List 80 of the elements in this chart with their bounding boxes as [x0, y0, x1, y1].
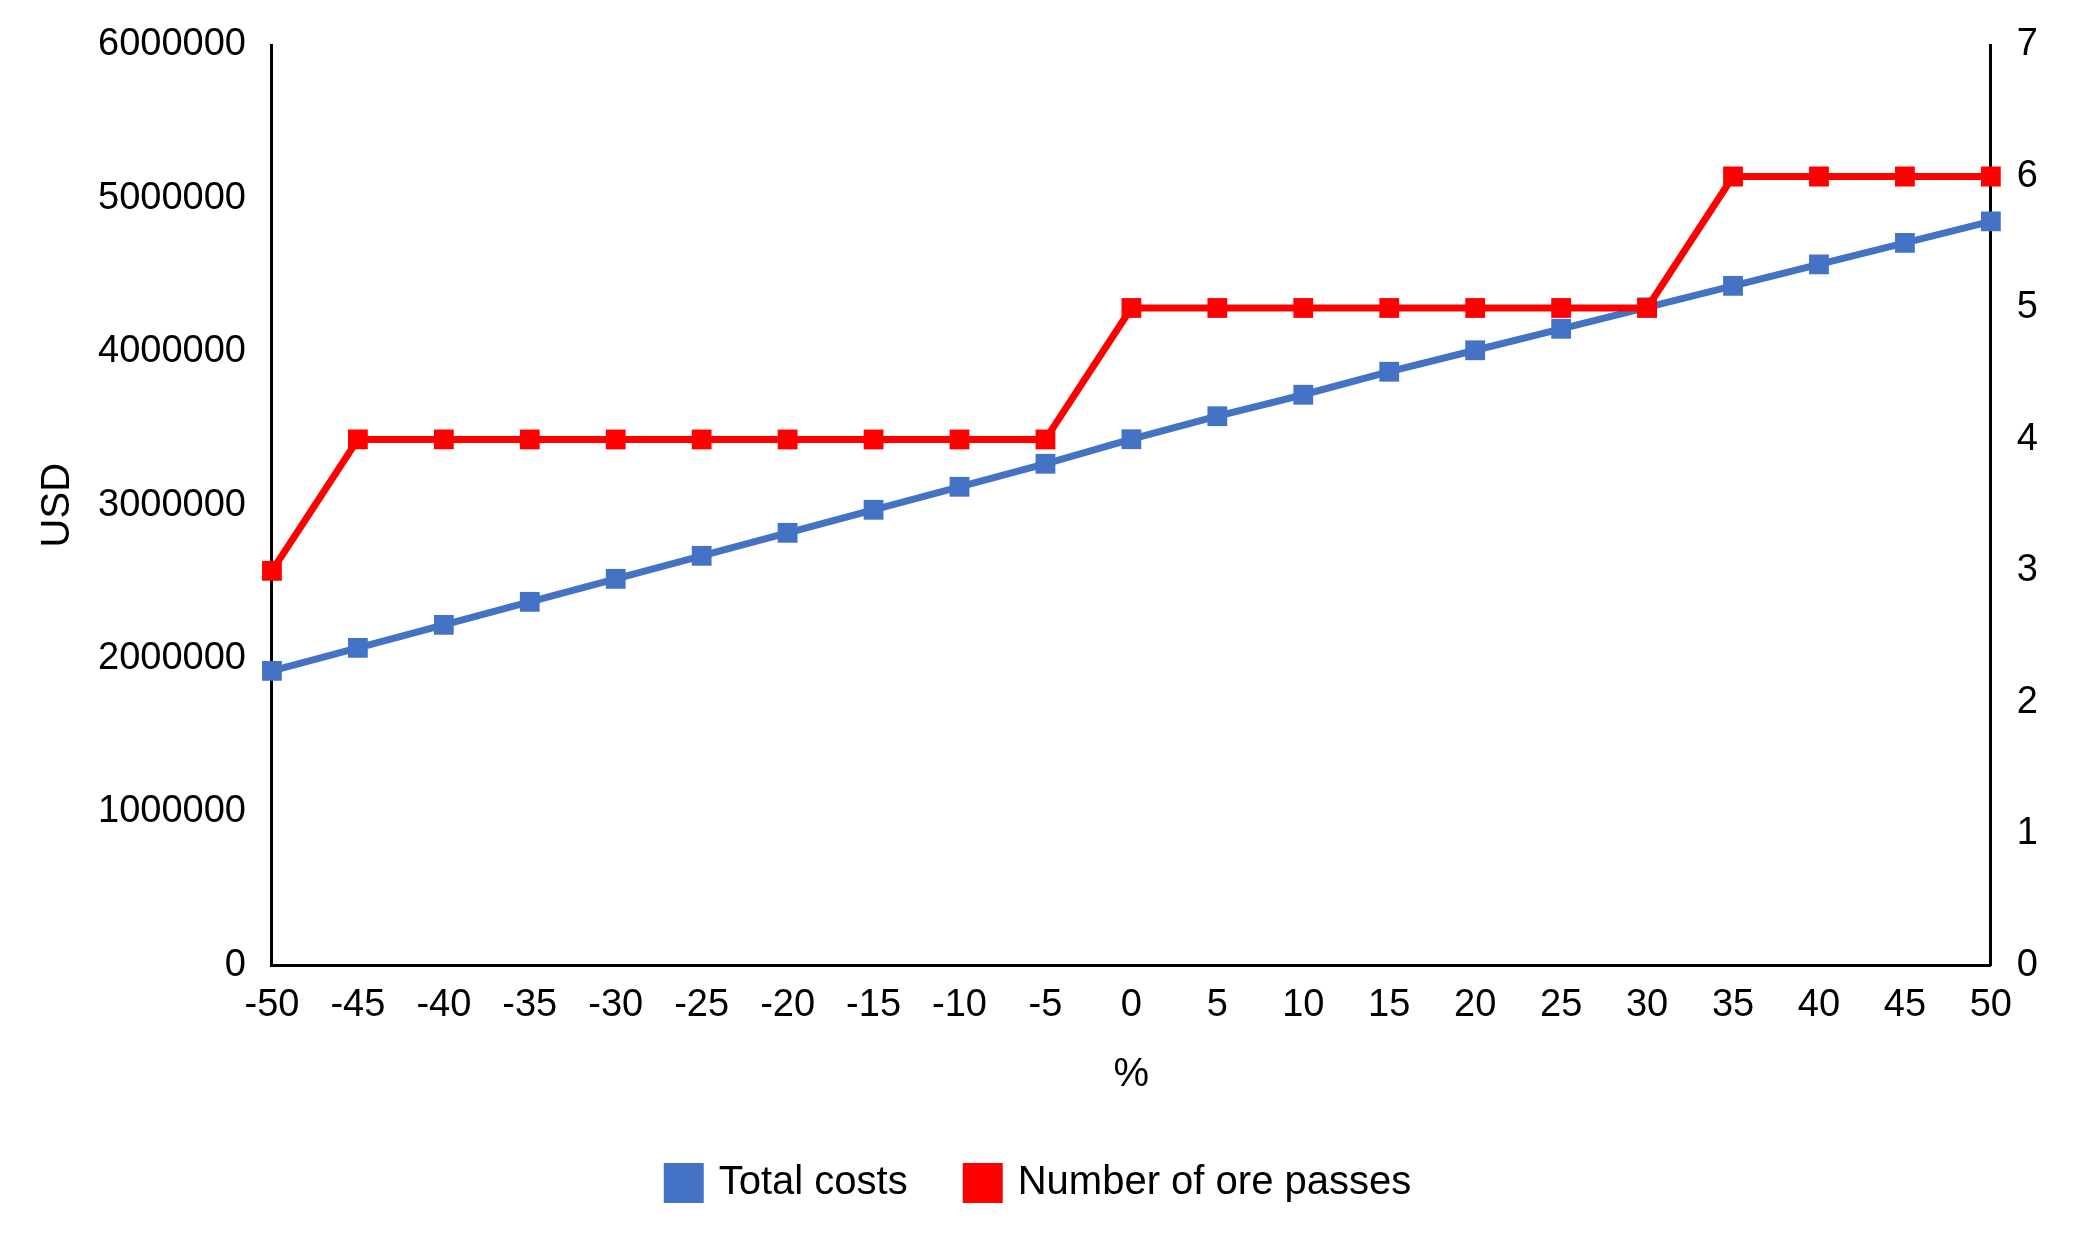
y-axis-title: USD [33, 462, 78, 548]
x-axis-title: % [1113, 1050, 1150, 1095]
y-tick-label: 5000000 [98, 174, 246, 217]
x-tick-label: 45 [1883, 981, 1927, 1024]
point [1465, 340, 1486, 361]
point [949, 429, 970, 450]
x-tick-label: 35 [1711, 981, 1755, 1024]
x-tick-label: -40 [416, 981, 472, 1024]
x-tick-label: 15 [1368, 981, 1411, 1024]
legend-label: Total costs [718, 1158, 908, 1203]
point [1293, 384, 1314, 405]
point [347, 637, 368, 658]
point [1980, 211, 2001, 232]
point [691, 429, 712, 450]
x-tick-label: 50 [1969, 981, 2013, 1024]
point [347, 429, 368, 450]
y-tick-label: 3000000 [98, 481, 246, 524]
point [949, 476, 970, 497]
point [863, 499, 884, 520]
x-tick-label: -35 [502, 981, 558, 1024]
point [262, 561, 282, 581]
point [863, 429, 884, 450]
point [433, 614, 454, 635]
y2-tick-label: 6 [2016, 152, 2039, 195]
point [1121, 298, 1142, 318]
y2-tick-label: 5 [2016, 284, 2039, 327]
point [1465, 298, 1486, 318]
point [1379, 361, 1400, 382]
point [1895, 166, 1915, 187]
point [1895, 232, 1915, 253]
x-tick-label: -20 [760, 981, 816, 1024]
y2-tick-label: 4 [2016, 415, 2039, 458]
x-tick-label: 5 [1206, 981, 1228, 1024]
point [1293, 298, 1314, 318]
x-tick-label: 0 [1120, 981, 1142, 1024]
point [691, 545, 712, 566]
point [1035, 453, 1056, 474]
x-tick-label: -25 [674, 981, 730, 1024]
point [777, 429, 798, 450]
x-tick-label: 30 [1625, 981, 1669, 1024]
x-tick-label: -45 [330, 981, 386, 1024]
point [605, 429, 626, 450]
y-tick-label: 2000000 [98, 635, 246, 678]
x-tick-label: -50 [244, 981, 300, 1024]
x-tick-label: 10 [1282, 981, 1325, 1024]
y2-tick-label: 7 [2016, 21, 2039, 64]
x-tick-label: -5 [1028, 981, 1063, 1024]
point [1980, 166, 2001, 187]
point [1207, 298, 1228, 318]
point [1551, 318, 1572, 339]
point [1723, 166, 1743, 187]
y-tick-label: 6000000 [98, 21, 246, 64]
point [1809, 166, 1829, 187]
y-tick-label: 1000000 [98, 788, 246, 831]
legend-label: Number of ore passes [1017, 1158, 1412, 1203]
point [777, 522, 798, 543]
x-tick-label: 25 [1539, 981, 1583, 1024]
y2-tick-label: 2 [2016, 678, 2039, 721]
point [1379, 298, 1400, 318]
x-tick-label: -30 [588, 981, 644, 1024]
point [433, 429, 454, 450]
point [519, 429, 540, 450]
y2-tick-label: 3 [2016, 547, 2039, 590]
y-tick-label: 4000000 [98, 328, 246, 371]
point [1551, 298, 1572, 318]
point [1723, 275, 1743, 296]
y2-tick-label: 0 [2016, 941, 2039, 984]
point [1035, 429, 1056, 450]
x-tick-label: 40 [1797, 981, 1841, 1024]
y-tick-label: 0 [224, 941, 246, 984]
point [519, 591, 540, 612]
point [1207, 406, 1228, 427]
point [1809, 254, 1829, 275]
point [1121, 429, 1142, 450]
x-tick-label: -10 [932, 981, 987, 1024]
y2-tick-label: 1 [2016, 810, 2039, 853]
point [605, 568, 626, 589]
point [262, 660, 282, 681]
x-tick-label: -15 [846, 981, 902, 1024]
x-tick-label: 20 [1454, 981, 1497, 1024]
